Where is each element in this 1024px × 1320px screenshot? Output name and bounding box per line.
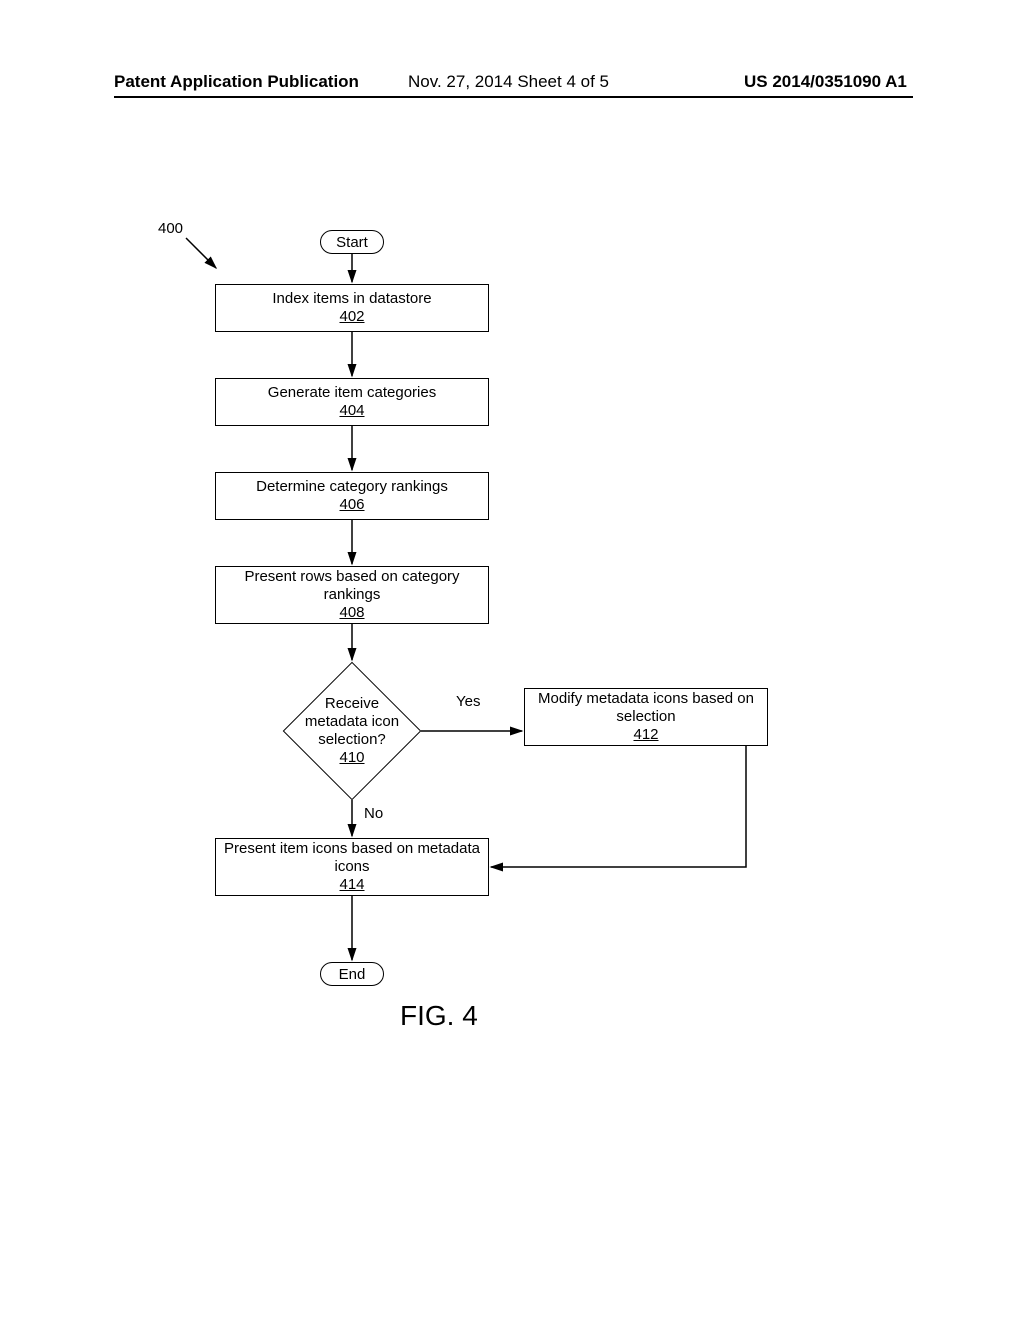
- page: Patent Application Publication Nov. 27, …: [0, 0, 1024, 1320]
- arrows-layer: [0, 0, 1024, 1320]
